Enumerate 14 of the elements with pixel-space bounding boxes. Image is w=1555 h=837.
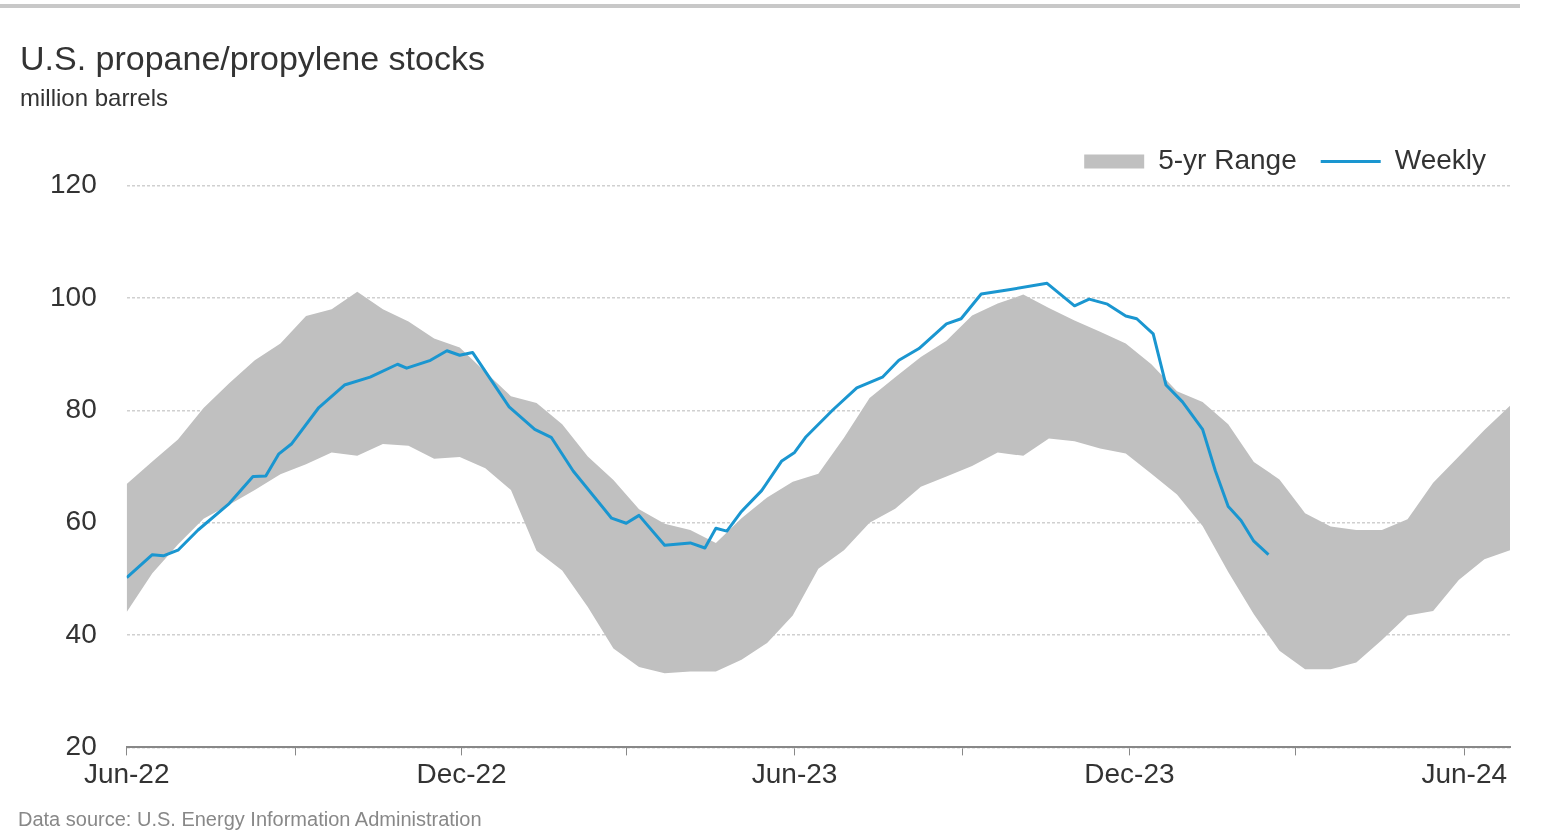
y-tick-label: 100 <box>50 280 97 312</box>
x-tick-label: Dec-22 <box>416 757 507 789</box>
chart-title: U.S. propane/propylene stocks <box>20 38 485 77</box>
source-note: Data source: U.S. Energy Information Administration <box>18 808 482 831</box>
y-tick-label: 120 <box>50 168 97 200</box>
x-tick-label: Jun-23 <box>751 757 838 789</box>
legend-label: Weekly <box>1394 144 1487 176</box>
legend-label: 5-yr Range <box>1158 144 1297 176</box>
chart-subtitle: million barrels <box>20 83 169 111</box>
y-tick-label: 40 <box>65 617 97 649</box>
y-tick-label: 60 <box>65 505 97 537</box>
x-tick-label: Dec-23 <box>1084 757 1175 789</box>
x-tick-label: Jun-24 <box>1421 757 1508 789</box>
y-tick-label: 80 <box>65 393 97 425</box>
